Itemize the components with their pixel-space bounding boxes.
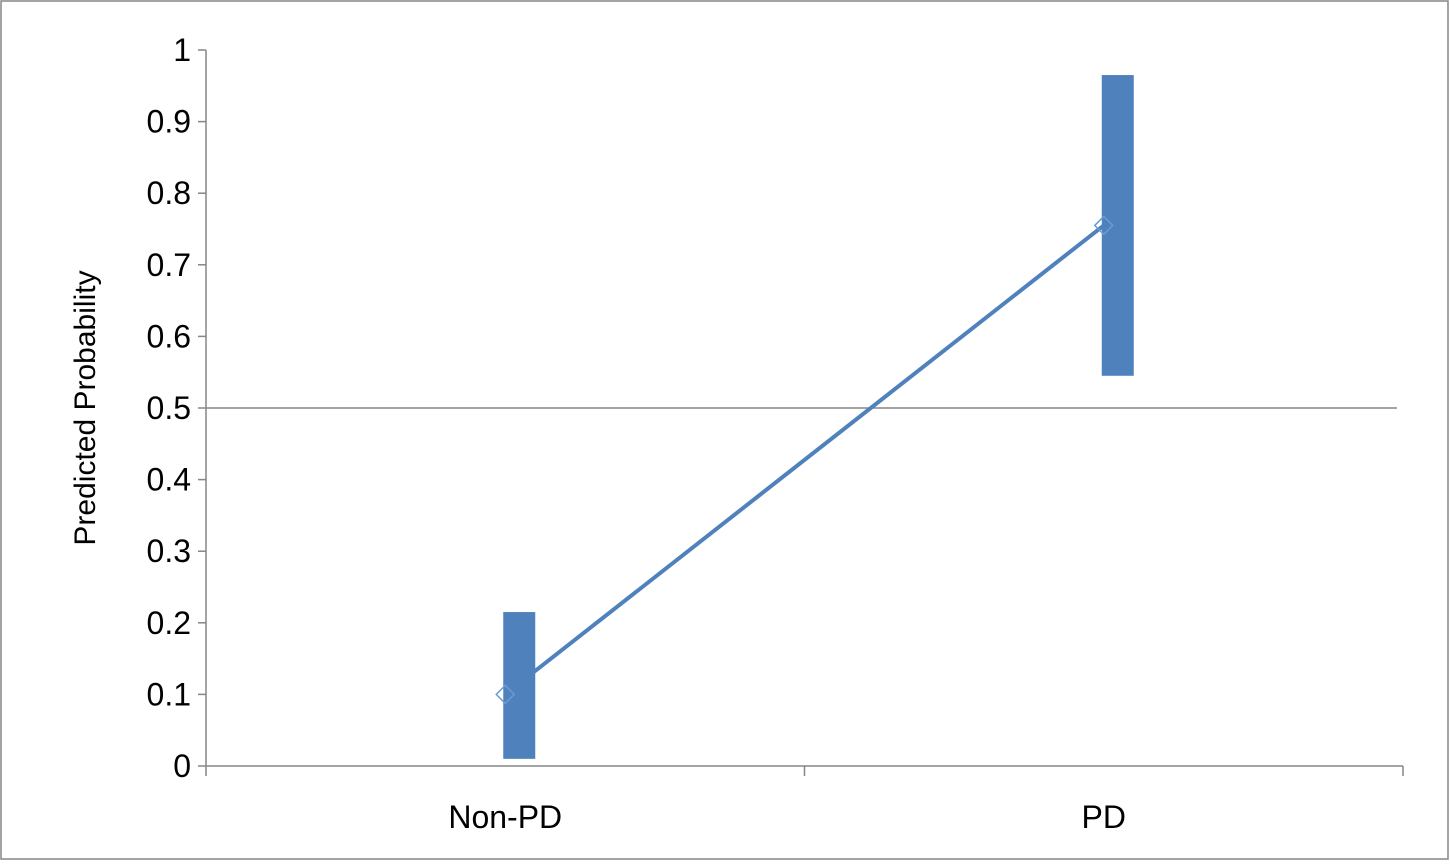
y-tick-label: 0.1	[147, 676, 191, 712]
y-tick-label: 0.7	[147, 247, 191, 283]
y-tick-label: 0.9	[147, 104, 191, 140]
data-point	[1093, 215, 1114, 236]
y-tick-label: 0.6	[147, 318, 191, 354]
series-line	[504, 223, 1105, 696]
y-axis-title: Predicted Probability	[69, 270, 102, 545]
interval-bar	[1101, 75, 1134, 376]
y-tick-label: 0.8	[147, 175, 191, 211]
y-tick-label: 0	[173, 748, 191, 784]
x-category-label: PD	[1082, 799, 1126, 835]
y-tick-label: 0.5	[147, 390, 191, 426]
y-tick-label: 0.3	[147, 533, 191, 569]
y-tick-label: 1	[173, 32, 191, 68]
y-tick-label: 0.4	[147, 462, 191, 498]
x-category-label: Non-PD	[448, 799, 562, 835]
data-point	[495, 684, 516, 705]
y-tick-label: 0.2	[147, 605, 191, 641]
